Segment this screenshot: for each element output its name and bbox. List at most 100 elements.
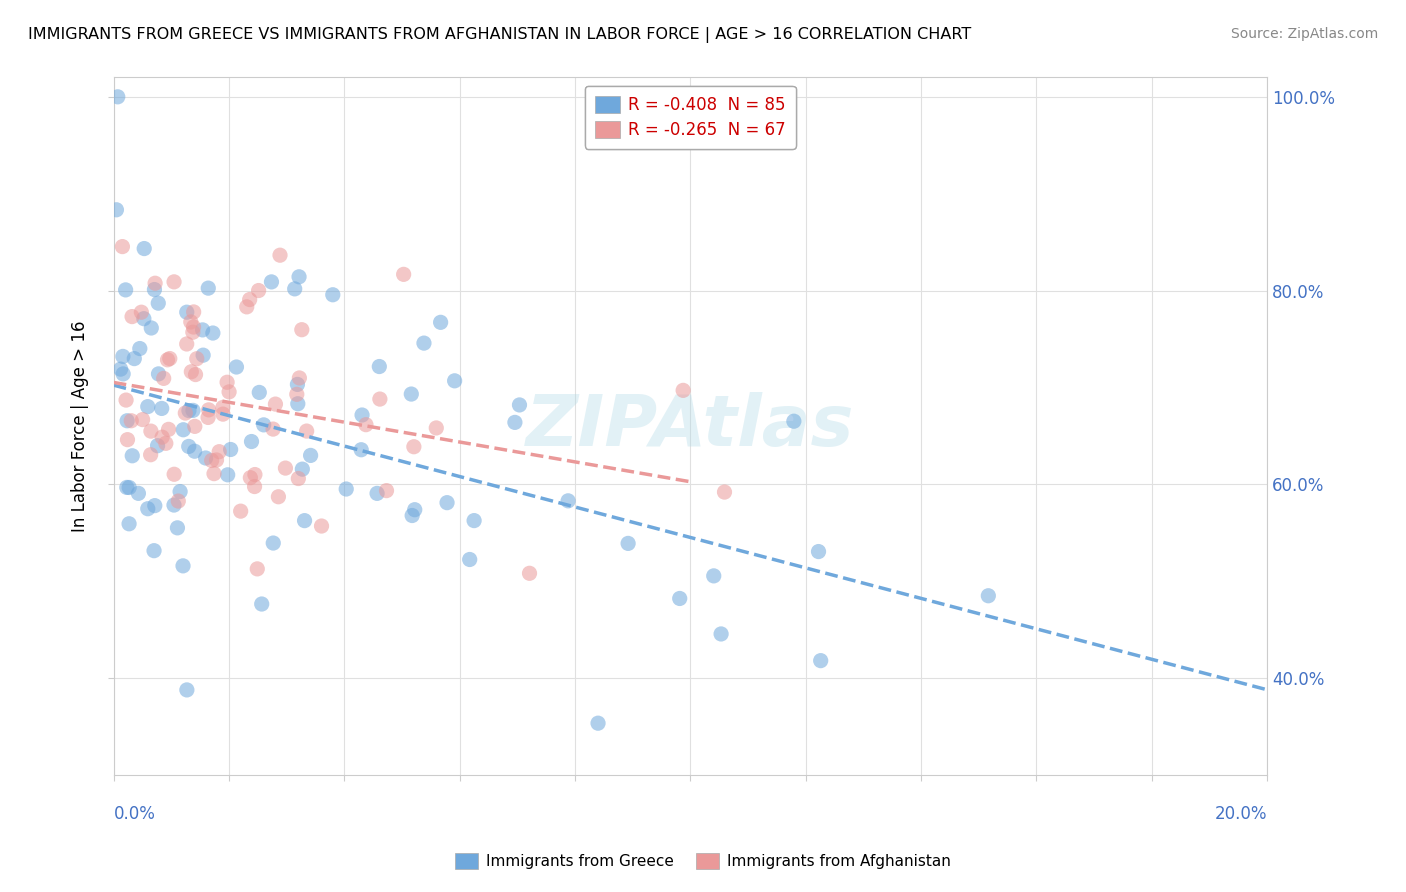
Point	[176, 682, 198, 697]
Point	[239, 471, 262, 485]
Point	[163, 498, 186, 512]
Point	[197, 281, 219, 295]
Point	[392, 268, 415, 282]
Point	[295, 424, 318, 438]
Point	[118, 516, 141, 531]
Point	[205, 453, 228, 467]
Point	[294, 514, 316, 528]
Text: 0.0%: 0.0%	[114, 805, 156, 823]
Point	[150, 430, 173, 444]
Point	[436, 496, 458, 510]
Point	[354, 417, 377, 432]
Point	[285, 387, 308, 401]
Point	[322, 287, 344, 301]
Point	[212, 407, 235, 421]
Point	[236, 300, 259, 314]
Point	[121, 310, 143, 324]
Point	[350, 442, 373, 457]
Point	[174, 406, 197, 420]
Point	[977, 589, 1000, 603]
Point	[143, 499, 166, 513]
Point	[229, 504, 252, 518]
Point	[262, 422, 284, 436]
Point	[429, 315, 451, 329]
Point	[311, 519, 333, 533]
Point	[118, 481, 141, 495]
Point	[148, 296, 170, 310]
Point	[240, 434, 263, 449]
Point	[132, 311, 155, 326]
Point	[141, 321, 163, 335]
Point	[202, 467, 225, 481]
Point	[117, 433, 139, 447]
Point	[134, 242, 156, 256]
Point	[425, 421, 447, 435]
Point	[115, 393, 138, 408]
Point	[105, 202, 128, 217]
Point	[180, 315, 202, 329]
Point	[218, 384, 240, 399]
Point	[243, 479, 266, 493]
Point	[201, 453, 224, 467]
Text: 20.0%: 20.0%	[1215, 805, 1267, 823]
Point	[184, 419, 207, 434]
Point	[672, 384, 695, 398]
Point	[287, 377, 309, 392]
Point	[136, 400, 159, 414]
Point	[197, 410, 219, 425]
Point	[184, 368, 207, 382]
Point	[402, 440, 425, 454]
Point	[201, 326, 224, 340]
Point	[783, 414, 806, 428]
Text: IMMIGRANTS FROM GREECE VS IMMIGRANTS FROM AFGHANISTAN IN LABOR FORCE | AGE > 16 : IMMIGRANTS FROM GREECE VS IMMIGRANTS FRO…	[28, 27, 972, 43]
Point	[157, 422, 180, 436]
Point	[131, 412, 153, 426]
Point	[143, 277, 166, 291]
Point	[807, 544, 830, 558]
Point	[368, 359, 391, 374]
Point	[127, 486, 149, 500]
Point	[668, 591, 690, 606]
Point	[186, 351, 208, 366]
Point	[253, 417, 276, 432]
Point	[247, 284, 270, 298]
Point	[194, 450, 217, 465]
Point	[183, 305, 205, 319]
Point	[225, 359, 247, 374]
Point	[413, 336, 436, 351]
Point	[366, 486, 388, 500]
Point	[586, 716, 609, 731]
Point	[503, 416, 526, 430]
Point	[239, 293, 262, 307]
Point	[159, 351, 181, 366]
Point	[111, 239, 134, 253]
Point	[217, 467, 239, 482]
Point	[291, 323, 314, 337]
Point	[260, 275, 283, 289]
Point	[143, 543, 166, 558]
Text: ZIPAtlas: ZIPAtlas	[526, 392, 855, 460]
Point	[246, 562, 269, 576]
Point	[181, 325, 204, 339]
Text: Source: ZipAtlas.com: Source: ZipAtlas.com	[1230, 27, 1378, 41]
Point	[191, 323, 214, 337]
Point	[810, 654, 832, 668]
Point	[463, 514, 485, 528]
Point	[176, 337, 198, 351]
Point	[508, 398, 530, 412]
Point	[120, 414, 142, 428]
Point	[250, 597, 273, 611]
Point	[352, 408, 374, 422]
Point	[112, 367, 135, 381]
Point	[299, 449, 322, 463]
Point	[212, 401, 235, 415]
Point	[519, 566, 541, 581]
Legend: Immigrants from Greece, Immigrants from Afghanistan: Immigrants from Greece, Immigrants from …	[449, 847, 957, 875]
Point	[287, 471, 309, 485]
Point	[136, 501, 159, 516]
Point	[262, 536, 284, 550]
Point	[167, 494, 190, 508]
Point	[703, 569, 725, 583]
Point	[443, 374, 465, 388]
Point	[115, 480, 138, 494]
